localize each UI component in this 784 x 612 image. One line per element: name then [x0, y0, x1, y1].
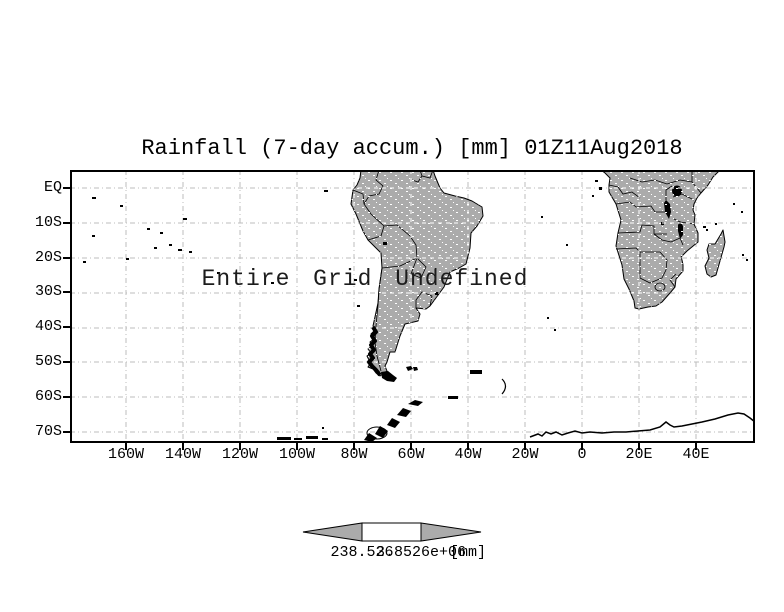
- south-sandwich-arc: [501, 378, 507, 395]
- x-axis-label: 20E: [625, 446, 653, 463]
- x-axis-label: 40W: [454, 446, 482, 463]
- y-axis-label: 30S: [34, 283, 62, 300]
- y-tick: [63, 396, 70, 398]
- y-axis-label: 10S: [34, 214, 62, 231]
- x-axis-label: 0: [577, 446, 587, 463]
- colorbar-right-arrow: [420, 522, 482, 542]
- x-tick: [353, 443, 355, 450]
- fjord-coastline: [367, 325, 382, 377]
- peninsula-island-outline: [366, 426, 388, 440]
- y-tick: [63, 326, 70, 328]
- colorbar-left-arrow: [302, 522, 363, 542]
- y-tick: [63, 361, 70, 363]
- plot-title: Rainfall (7-day accum.) [mm] 01Z11Aug201…: [141, 136, 683, 161]
- x-tick: [182, 443, 184, 450]
- antarctic-coastline: [529, 412, 756, 438]
- ocean-island-specks: [83, 180, 748, 331]
- x-tick: [125, 443, 127, 450]
- y-axis-label: 50S: [34, 353, 62, 370]
- x-axis-label: 100W: [278, 446, 315, 463]
- colorbar-svg: [302, 522, 482, 542]
- x-axis-label: 140W: [164, 446, 201, 463]
- map-frame: [70, 170, 755, 443]
- y-axis-label: EQ: [43, 179, 62, 196]
- x-axis-label: 120W: [221, 446, 258, 463]
- y-tick: [63, 222, 70, 224]
- y-tick: [63, 431, 70, 433]
- colorbar-min-label: 238.526: [330, 544, 394, 561]
- x-axis-label: 80W: [340, 446, 368, 463]
- x-tick: [581, 443, 583, 450]
- x-tick: [467, 443, 469, 450]
- x-tick: [524, 443, 526, 450]
- map-svg: [70, 169, 756, 443]
- y-tick: [63, 291, 70, 293]
- y-axis-label: 40S: [34, 318, 62, 335]
- x-tick: [296, 443, 298, 450]
- x-axis-label: 160W: [107, 446, 144, 463]
- x-tick: [638, 443, 640, 450]
- colorbar-units-label: [mm]: [450, 544, 487, 561]
- map-plot-area: [70, 169, 756, 443]
- colorbar-mid-box: [361, 522, 422, 542]
- south-atlantic-islands: [406, 366, 482, 399]
- y-tick: [63, 257, 70, 259]
- colorbar: [295, 517, 495, 549]
- antarctic-peninsula: [277, 400, 423, 442]
- map-gridlines: [70, 170, 755, 443]
- x-axis-label: 40E: [682, 446, 710, 463]
- undefined-grid-message: Entire Grid Undefined: [201, 266, 529, 292]
- x-tick: [410, 443, 412, 450]
- x-axis-label: 20W: [511, 446, 539, 463]
- colorbar-max-label: 3.8526e+06: [376, 544, 467, 561]
- y-axis-label: 70S: [34, 423, 62, 440]
- x-axis-label: 60W: [397, 446, 425, 463]
- x-tick: [239, 443, 241, 450]
- x-tick: [695, 443, 697, 450]
- y-axis-label: 20S: [34, 249, 62, 266]
- tierra-del-fuego: [381, 371, 397, 382]
- y-axis-label: 60S: [34, 388, 62, 405]
- y-tick: [63, 187, 70, 189]
